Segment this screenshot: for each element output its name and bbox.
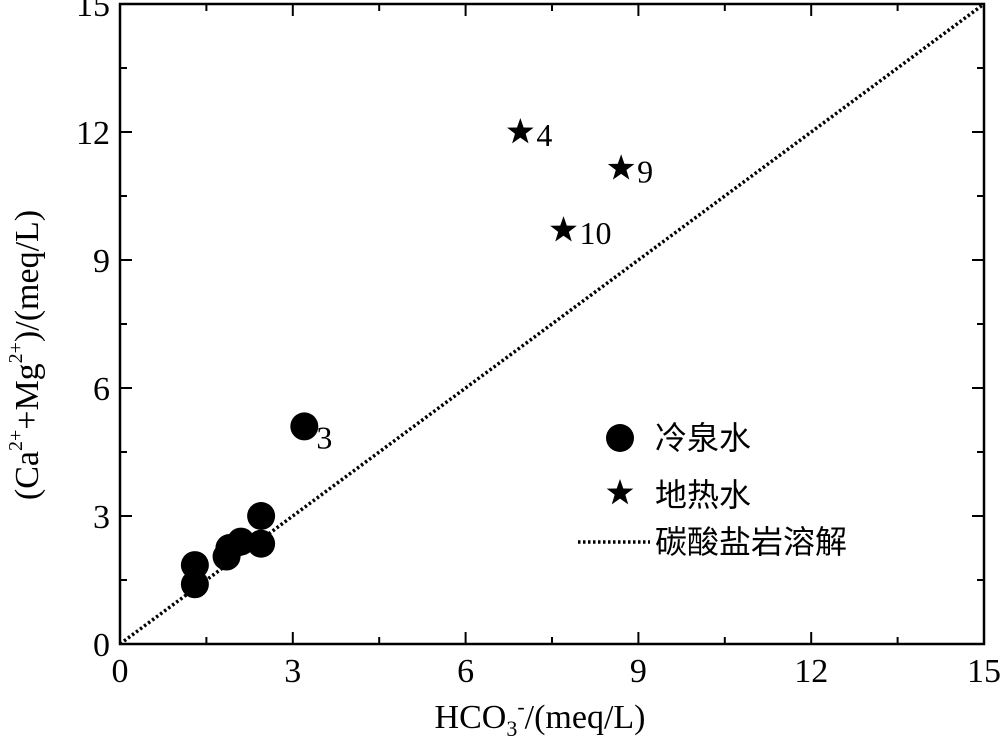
- point-label: 10: [580, 215, 612, 251]
- y-axis-label: (Ca2++Mg2+)/(meq/L): [5, 210, 46, 500]
- legend-label-geothermal: 地热水: [655, 477, 751, 513]
- y-axis-label-sup1: 2+: [5, 430, 27, 451]
- y-axis-label-close: )/(meq/L): [9, 210, 46, 342]
- y-tick-label: 15: [76, 0, 110, 24]
- cold-spring-point: [247, 529, 276, 558]
- y-axis-label-sup2: 2+: [5, 342, 27, 363]
- carbonate-dissolution-line: [118, 2, 986, 646]
- x-axis-label-units: /(meq/L): [525, 699, 646, 736]
- cold-spring-point: [180, 570, 209, 599]
- x-tick-label: 12: [794, 653, 828, 690]
- legend-circle-marker: [606, 424, 634, 452]
- x-axis-label-sub: 3: [506, 716, 517, 736]
- cold-spring-point: [247, 502, 276, 530]
- axis-ticks: 0 3 6 9 12 15 0 3 6 9 12 15: [76, 0, 1000, 690]
- y-tick-label: 0: [93, 627, 110, 664]
- y-axis-label-open: (Ca: [9, 451, 46, 500]
- geothermal-point: [607, 154, 635, 180]
- cold-spring-point: [180, 551, 209, 580]
- geothermal-point: [507, 118, 534, 144]
- y-tick-label: 12: [76, 115, 110, 152]
- x-axis-label-main: HCO: [435, 699, 507, 736]
- x-tick-label: 9: [630, 653, 647, 690]
- x-tick-label: 6: [457, 653, 474, 690]
- x-tick-label: 15: [967, 653, 1000, 690]
- data-points: 3 4 9 10: [180, 117, 653, 599]
- geothermal-point: [550, 216, 577, 242]
- point-label: 9: [637, 153, 653, 189]
- y-axis-label-mid: +Mg: [9, 363, 46, 429]
- x-axis-label-sup: -: [517, 694, 524, 719]
- legend-star-marker: [606, 479, 634, 505]
- x-tick-label: 0: [112, 653, 129, 690]
- y-tick-label: 6: [93, 371, 110, 408]
- reference-line-layer: [118, 2, 986, 646]
- cold-spring-point: [290, 412, 319, 441]
- cold-spring-point: [226, 527, 255, 556]
- legend-label-carbonate: 碳酸盐岩溶解: [655, 524, 847, 560]
- y-tick-label: 3: [93, 499, 110, 536]
- x-axis-label: HCO3-/(meq/L): [435, 694, 646, 736]
- x-tick-label: 3: [284, 653, 301, 690]
- point-label: 3: [316, 419, 332, 455]
- point-label: 4: [536, 117, 552, 153]
- y-tick-label: 9: [93, 243, 110, 280]
- legend-label-cold-spring: 冷泉水: [655, 420, 751, 456]
